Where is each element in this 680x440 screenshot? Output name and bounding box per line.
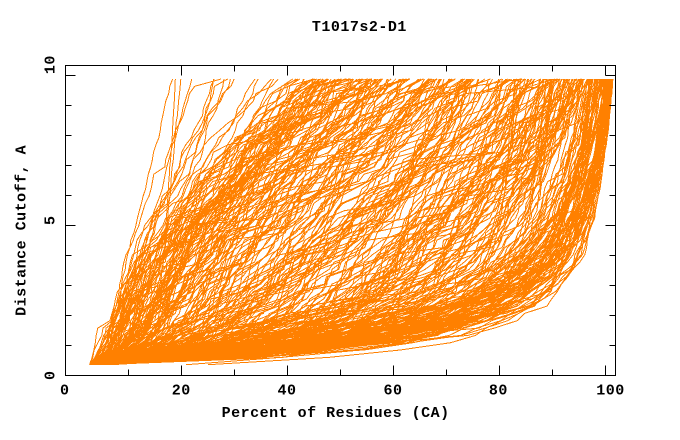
svg-text:60: 60: [383, 383, 402, 400]
svg-text:80: 80: [489, 383, 508, 400]
svg-text:0: 0: [43, 370, 60, 380]
svg-text:20: 20: [172, 383, 191, 400]
svg-text:10: 10: [43, 55, 60, 74]
svg-text:40: 40: [277, 383, 296, 400]
svg-text:Distance Cutoff, A: Distance Cutoff, A: [14, 145, 31, 316]
svg-text:Percent of Residues (CA): Percent of Residues (CA): [222, 405, 450, 422]
svg-text:0: 0: [60, 383, 70, 400]
svg-text:100: 100: [596, 383, 625, 400]
svg-text:5: 5: [43, 215, 60, 225]
svg-text:T1017s2-D1: T1017s2-D1: [312, 19, 407, 36]
